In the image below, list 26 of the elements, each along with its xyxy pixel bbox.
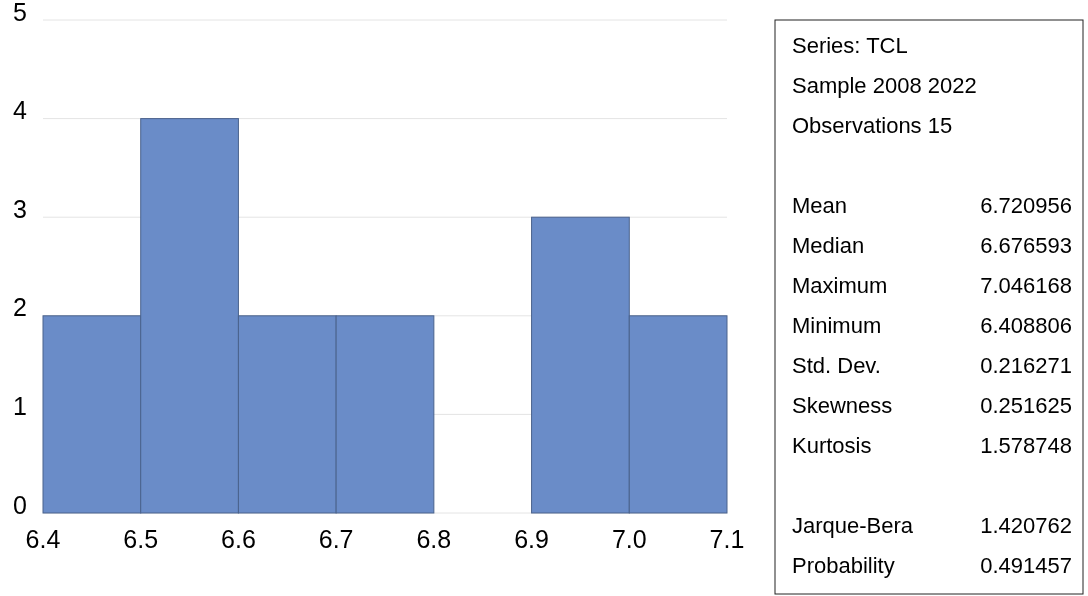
x-tick-label: 6.4 [25, 524, 61, 553]
y-tick-label: 2 [13, 293, 27, 322]
x-tick-label: 7.1 [709, 524, 745, 553]
x-tick-label: 7.0 [611, 524, 647, 553]
text: Median 6.676593 [792, 232, 1072, 258]
text: Jarque-Bera 1.420762 [792, 512, 1072, 538]
text: Kurtosis 1.578748 [792, 432, 1072, 458]
x-tick-label: 6.8 [416, 524, 452, 553]
x-tick-label: 6.7 [318, 524, 354, 553]
text: Sample 2008 2022 [792, 72, 977, 98]
text: Std. Dev. 0.216271 [792, 352, 1072, 378]
text: Series: TCL [792, 32, 908, 58]
text: Probability 0.491457 [792, 552, 1072, 578]
y-tick-label: 0 [13, 490, 27, 519]
x-tick-label: 6.6 [221, 524, 256, 553]
text: Maximum 7.046168 [792, 272, 1072, 298]
x-tick-label: 6.5 [123, 524, 159, 553]
text: Mean 6.720956 [792, 192, 1072, 218]
text: Minimum 6.408806 [792, 312, 1072, 338]
y-tick-label: 5 [13, 0, 27, 26]
y-tick-label: 1 [13, 392, 27, 421]
y-tick-label: 4 [13, 96, 28, 125]
x-tick-label: 6.9 [514, 524, 549, 553]
y-tick-label: 3 [13, 194, 27, 223]
text: Observations 15 [792, 112, 953, 138]
text: Skewness 0.251625 [792, 392, 1072, 418]
